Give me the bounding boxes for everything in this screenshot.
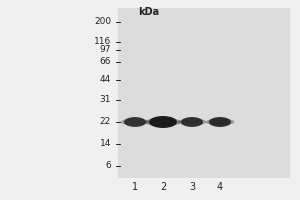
Text: 200: 200	[94, 18, 111, 26]
Bar	[118, 8, 290, 178]
Ellipse shape	[206, 118, 234, 126]
Text: 31: 31	[100, 96, 111, 104]
Ellipse shape	[181, 117, 203, 127]
Ellipse shape	[145, 118, 181, 126]
Text: 4: 4	[217, 182, 223, 192]
Text: 97: 97	[100, 46, 111, 54]
Text: 14: 14	[100, 140, 111, 148]
Text: 66: 66	[100, 58, 111, 66]
Ellipse shape	[149, 116, 177, 128]
Ellipse shape	[178, 118, 206, 126]
Ellipse shape	[121, 118, 149, 126]
Ellipse shape	[209, 117, 231, 127]
Text: 2: 2	[160, 182, 166, 192]
Text: 3: 3	[189, 182, 195, 192]
Text: 116: 116	[94, 38, 111, 46]
Text: 44: 44	[100, 75, 111, 84]
Ellipse shape	[124, 117, 146, 127]
Text: 6: 6	[105, 162, 111, 170]
Text: 1: 1	[132, 182, 138, 192]
Text: 22: 22	[100, 117, 111, 127]
Text: kDa: kDa	[138, 7, 159, 17]
